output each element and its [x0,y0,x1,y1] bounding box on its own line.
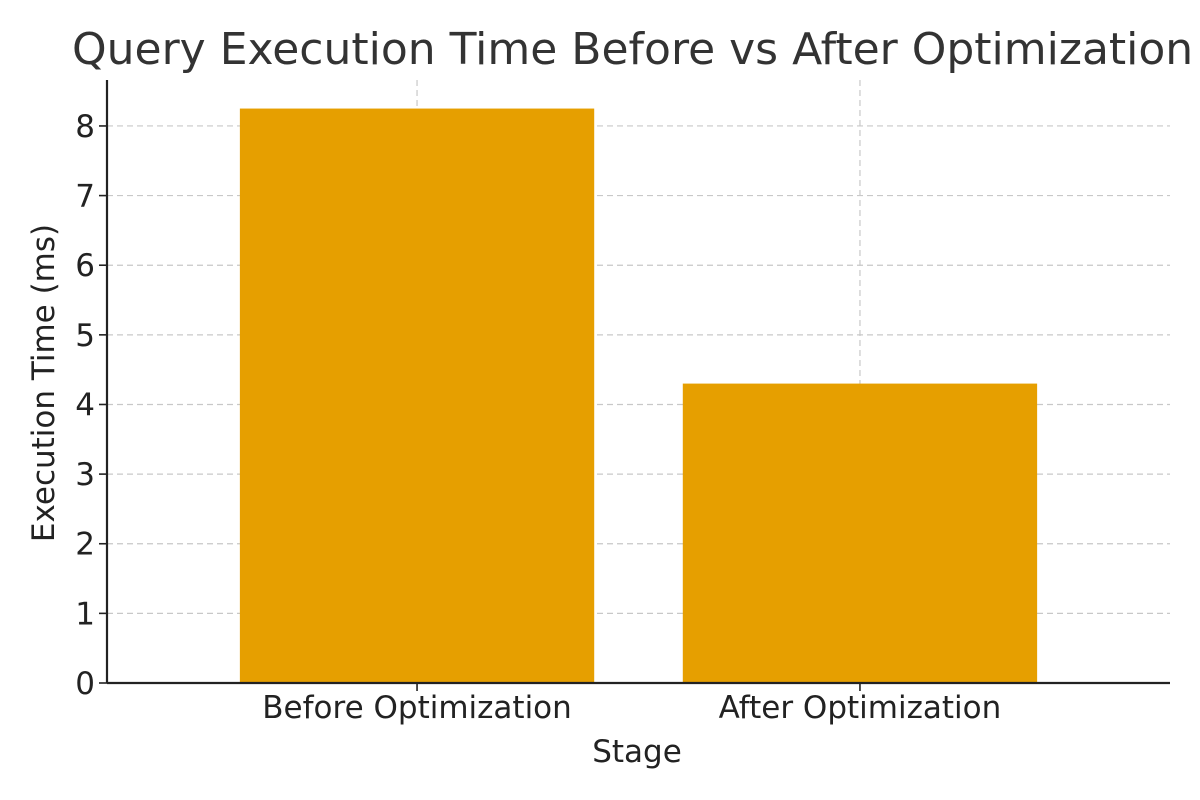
y-tick-label: 8 [75,109,95,145]
y-tick-label: 6 [75,248,95,284]
ticks-layer: 0 1 2 3 4 5 6 7 8 Before Optimization After Optimi… [75,109,1001,726]
bar-after-optimization [682,383,1038,683]
x-tick-label: After Optimization [719,690,1002,726]
y-tick-label: 1 [75,596,95,632]
axes-layer [105,80,1170,685]
chart-title: Query Execution Time Before vs After Opt… [72,24,1193,75]
bar-before-optimization [239,108,595,683]
y-tick-label: 7 [75,179,95,215]
x-axis-label: Stage [592,734,682,770]
y-tick-label: 2 [75,527,95,563]
y-tick-label: 4 [75,387,95,423]
bars-layer [239,108,1038,683]
y-axis-label: Execution Time (ms) [26,224,62,542]
y-tick-label: 0 [75,666,95,702]
y-tick-label: 3 [75,457,95,493]
x-tick-label: Before Optimization [262,690,572,726]
y-tick-label: 5 [75,318,95,354]
